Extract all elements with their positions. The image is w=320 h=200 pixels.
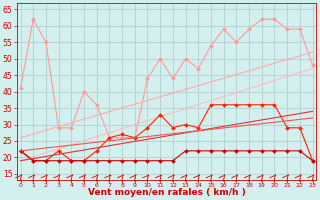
X-axis label: Vent moyen/en rafales ( km/h ): Vent moyen/en rafales ( km/h ) bbox=[88, 188, 245, 197]
